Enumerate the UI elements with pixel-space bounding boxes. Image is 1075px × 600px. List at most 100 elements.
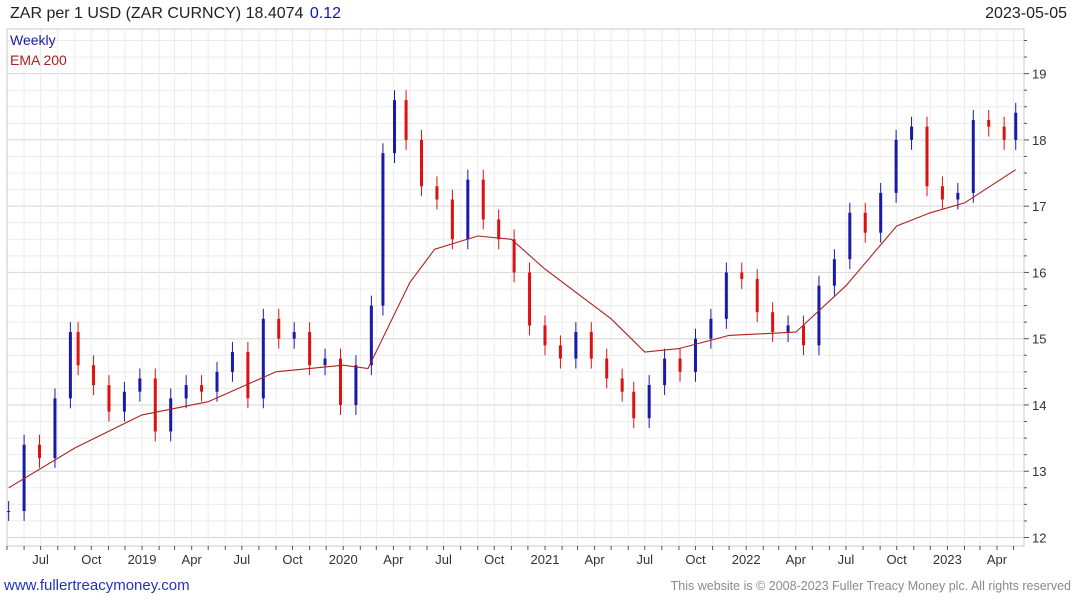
candle-body bbox=[987, 120, 991, 127]
candle-body bbox=[724, 272, 728, 319]
candle-body bbox=[381, 153, 385, 306]
candle-body bbox=[261, 318, 265, 399]
x-tick-label: Oct bbox=[81, 552, 102, 567]
candle-body bbox=[693, 338, 697, 372]
candle-body bbox=[122, 391, 126, 412]
candle-body bbox=[620, 378, 624, 392]
candle-body bbox=[435, 186, 439, 200]
candle-body bbox=[308, 332, 312, 366]
y-tick-label: 16 bbox=[1032, 265, 1046, 280]
candle-body bbox=[169, 398, 173, 432]
candle-series bbox=[7, 90, 1018, 521]
candle-body bbox=[1014, 112, 1018, 140]
candle-body bbox=[497, 219, 501, 240]
candle-body bbox=[404, 100, 408, 140]
candle-body bbox=[678, 358, 682, 372]
title-text: ZAR per 1 USD (ZAR CURNCY) 18.4074 bbox=[10, 5, 304, 22]
x-axis: Jul Oct 2019 Apr Jul Oct 2020 Apr Jul Oct 2021 Apr J… bbox=[6, 546, 1015, 567]
candle-body bbox=[832, 259, 836, 286]
x-tick-label: Apr bbox=[786, 552, 807, 567]
x-tick-label: Apr bbox=[584, 552, 605, 567]
candle-body bbox=[53, 398, 57, 458]
candle-body bbox=[802, 325, 806, 346]
x-tick-label: Jul bbox=[838, 552, 855, 567]
candle-body bbox=[817, 285, 821, 346]
candle-body bbox=[323, 358, 327, 366]
candle-body bbox=[528, 272, 532, 326]
x-tick-label: 2021 bbox=[531, 552, 560, 567]
x-tick-label: Oct bbox=[685, 552, 706, 567]
x-tick-label: 2020 bbox=[329, 552, 358, 567]
candle-body bbox=[292, 332, 296, 339]
candle-body bbox=[632, 391, 636, 419]
y-tick-label: 13 bbox=[1032, 464, 1046, 479]
chart-date: 2023-05-05 bbox=[985, 5, 1067, 22]
y-tick-label: 19 bbox=[1032, 67, 1046, 82]
x-tick-label: Jul bbox=[234, 552, 251, 567]
candle-body bbox=[354, 365, 358, 405]
x-tick-label: Jul bbox=[32, 552, 49, 567]
candle-body bbox=[925, 126, 929, 187]
x-tick-label: Apr bbox=[987, 552, 1008, 567]
candle-body bbox=[38, 444, 42, 458]
legend-item: EMA 200 bbox=[10, 52, 67, 68]
candle-body bbox=[894, 139, 898, 193]
candle-body bbox=[450, 199, 454, 240]
candle-body bbox=[879, 192, 883, 233]
candle-body bbox=[771, 312, 775, 333]
y-tick-label: 14 bbox=[1032, 398, 1046, 413]
candle-body bbox=[848, 212, 852, 260]
plot-frame bbox=[6, 28, 1025, 547]
candle-body bbox=[184, 385, 188, 399]
candle-body bbox=[7, 510, 11, 512]
candle-body bbox=[543, 325, 547, 346]
candle-body bbox=[420, 139, 424, 187]
candle-body bbox=[512, 239, 516, 273]
candle-body bbox=[22, 444, 26, 511]
price-change: 0.12 bbox=[309, 5, 342, 22]
candle-body bbox=[153, 378, 157, 432]
x-tick-label: Jul bbox=[435, 552, 452, 567]
website-link[interactable]: www.fullertreacymoney.com bbox=[4, 577, 190, 594]
candle-body bbox=[755, 279, 759, 313]
candle-body bbox=[92, 365, 96, 386]
candle-body bbox=[1002, 126, 1006, 140]
candle-body bbox=[230, 351, 234, 372]
candle-body bbox=[338, 358, 342, 405]
x-tick-label: Apr bbox=[182, 552, 203, 567]
candle-body bbox=[200, 385, 204, 392]
y-axis: 12 13 14 15 16 17 18 19 bbox=[1024, 40, 1046, 546]
candle-body bbox=[971, 120, 975, 193]
x-tick-label: Jul bbox=[636, 552, 653, 567]
candle-body bbox=[647, 385, 651, 419]
candle-body bbox=[709, 318, 713, 339]
candle-body bbox=[574, 332, 578, 359]
x-tick-label: Oct bbox=[282, 552, 303, 567]
candle-body bbox=[863, 212, 867, 233]
copyright-notice: This website is © 2008-2023 Fuller Treac… bbox=[670, 579, 1071, 593]
x-tick-label: 2019 bbox=[128, 552, 157, 567]
candle-body bbox=[956, 192, 960, 200]
candle-body bbox=[68, 332, 72, 399]
x-tick-label: 2022 bbox=[732, 552, 761, 567]
x-tick-label: Oct bbox=[484, 552, 505, 567]
candle-body bbox=[589, 332, 593, 359]
legend-item: Weekly bbox=[10, 32, 56, 48]
candle-body bbox=[910, 126, 914, 140]
candle-body bbox=[393, 100, 397, 154]
candle-body bbox=[277, 318, 281, 339]
x-tick-label: 2023 bbox=[933, 552, 962, 567]
candle-body bbox=[481, 179, 485, 220]
candle-body bbox=[246, 351, 250, 399]
candle-body bbox=[369, 305, 373, 366]
y-tick-label: 17 bbox=[1032, 199, 1046, 214]
candle-body bbox=[605, 358, 609, 379]
candle-body bbox=[107, 385, 111, 412]
legend: Weekly EMA 200 bbox=[10, 32, 67, 68]
y-tick-label: 12 bbox=[1032, 531, 1046, 546]
candle-body bbox=[940, 186, 944, 200]
x-tick-label: Oct bbox=[887, 552, 908, 567]
chart-title: ZAR per 1 USD (ZAR CURNCY) 18.4074 0.12 bbox=[10, 5, 341, 23]
candle-body bbox=[558, 345, 562, 359]
